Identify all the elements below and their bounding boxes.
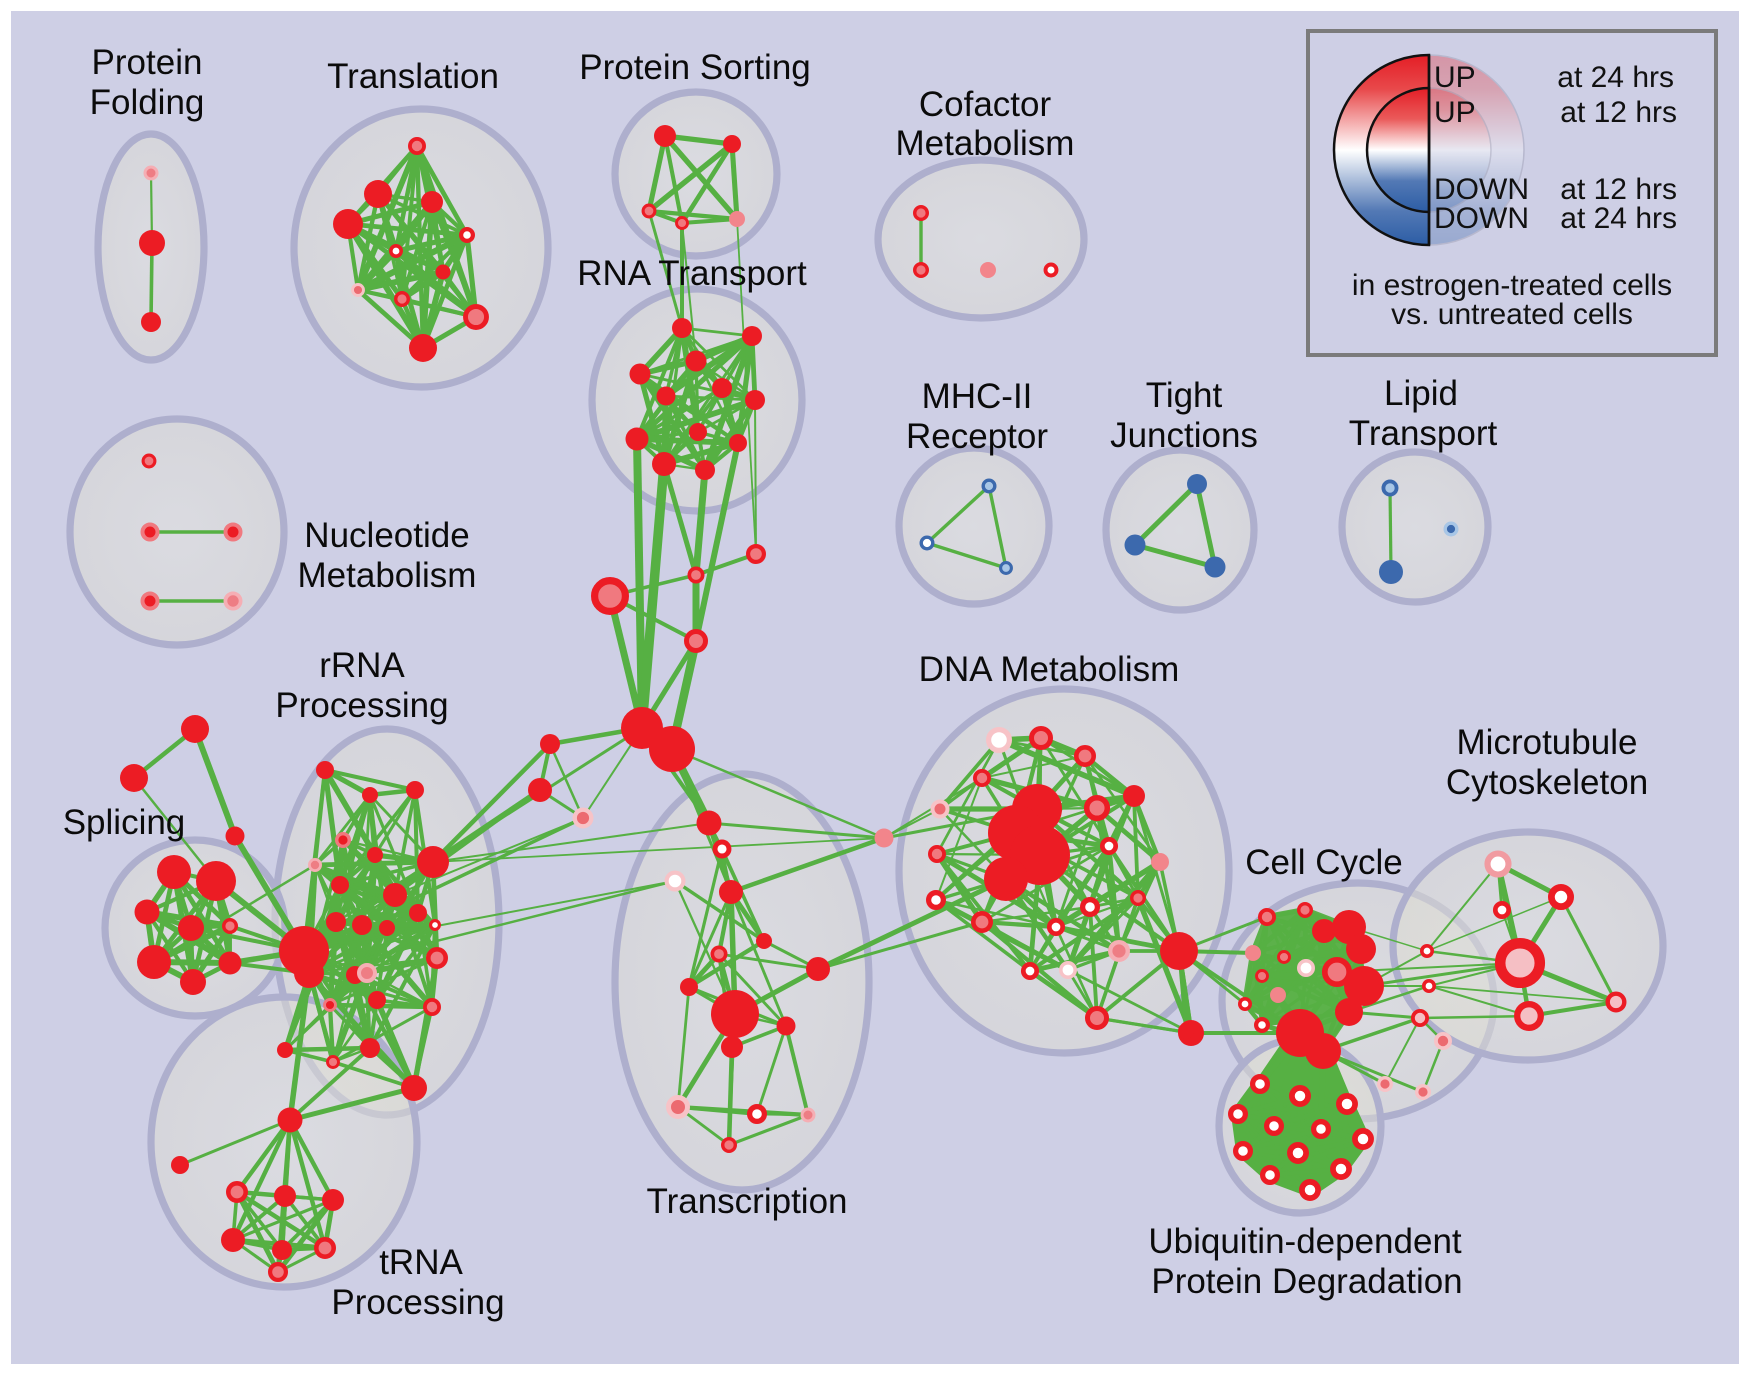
svg-text:Receptor: Receptor bbox=[906, 417, 1048, 456]
svg-text:Cytoskeleton: Cytoskeleton bbox=[1446, 763, 1648, 802]
svg-text:Microtubule: Microtubule bbox=[1457, 723, 1638, 762]
svg-text:Translation: Translation bbox=[327, 57, 499, 96]
svg-text:Processing: Processing bbox=[331, 1283, 504, 1322]
svg-text:Metabolism: Metabolism bbox=[298, 556, 477, 595]
svg-text:at 12 hrs: at 12 hrs bbox=[1560, 173, 1677, 206]
svg-text:Transport: Transport bbox=[1349, 414, 1498, 453]
svg-text:Junctions: Junctions bbox=[1110, 416, 1258, 455]
svg-text:Protein: Protein bbox=[92, 43, 203, 82]
svg-text:Protein Degradation: Protein Degradation bbox=[1151, 1262, 1462, 1301]
svg-text:UP: UP bbox=[1434, 61, 1476, 94]
svg-text:Protein Sorting: Protein Sorting bbox=[579, 48, 811, 87]
svg-text:Splicing: Splicing bbox=[63, 803, 186, 842]
svg-text:tRNA: tRNA bbox=[379, 1243, 463, 1282]
svg-text:Transcription: Transcription bbox=[647, 1182, 848, 1221]
svg-text:DOWN: DOWN bbox=[1434, 173, 1529, 206]
svg-text:Processing: Processing bbox=[275, 686, 448, 725]
svg-text:UP: UP bbox=[1434, 96, 1476, 129]
svg-text:Metabolism: Metabolism bbox=[896, 124, 1075, 163]
svg-text:Folding: Folding bbox=[90, 83, 205, 122]
svg-text:in estrogen-treated cells: in estrogen-treated cells bbox=[1352, 269, 1672, 302]
svg-text:at 24 hrs: at 24 hrs bbox=[1557, 61, 1674, 94]
svg-text:DOWN: DOWN bbox=[1434, 202, 1529, 235]
svg-text:MHC-II: MHC-II bbox=[922, 377, 1033, 416]
svg-text:Lipid: Lipid bbox=[1384, 374, 1458, 413]
svg-text:Ubiquitin-dependent: Ubiquitin-dependent bbox=[1148, 1222, 1462, 1261]
svg-text:Nucleotide: Nucleotide bbox=[304, 516, 469, 555]
svg-text:vs. untreated cells: vs. untreated cells bbox=[1391, 298, 1633, 331]
svg-text:at 12 hrs: at 12 hrs bbox=[1560, 96, 1677, 129]
svg-text:Cell Cycle: Cell Cycle bbox=[1245, 843, 1403, 882]
svg-text:Cofactor: Cofactor bbox=[919, 85, 1052, 124]
svg-text:Tight: Tight bbox=[1146, 376, 1223, 415]
svg-text:RNA Transport: RNA Transport bbox=[577, 254, 807, 293]
svg-text:at 24 hrs: at 24 hrs bbox=[1560, 202, 1677, 235]
svg-text:rRNA: rRNA bbox=[319, 646, 405, 685]
svg-text:DNA Metabolism: DNA Metabolism bbox=[919, 650, 1180, 689]
